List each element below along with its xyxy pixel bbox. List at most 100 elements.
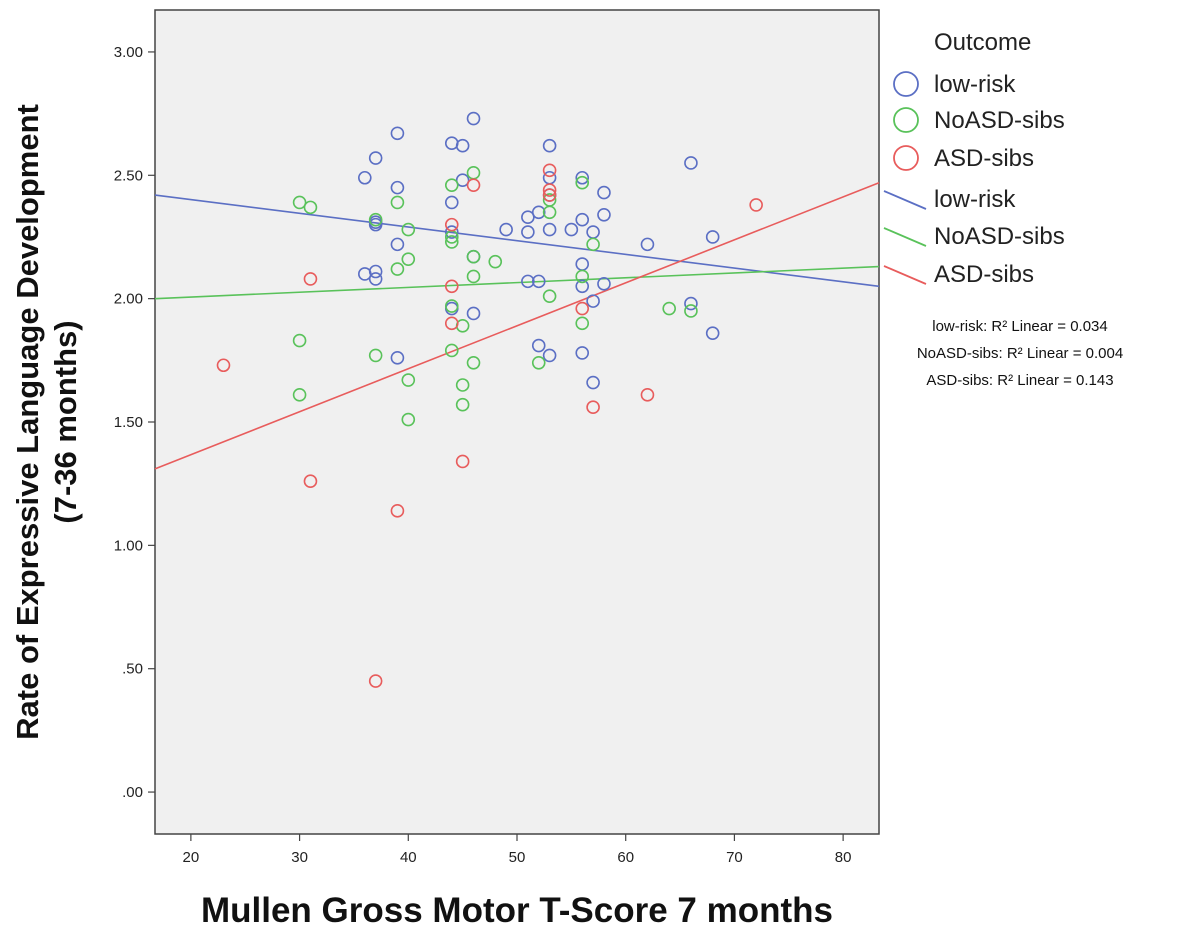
point-low-risk [358, 170, 372, 185]
point-low-risk [542, 222, 557, 237]
fit-line-low-risk [154, 194, 880, 288]
point-low-risk [390, 351, 405, 365]
point-low-risk [597, 185, 611, 200]
y-axis-title: Rate of Expressive Language Development … [10, 104, 83, 740]
point-low-risk [455, 173, 470, 188]
y-tick-label: 2.00 [114, 291, 143, 308]
y-tick-label: 1.00 [114, 537, 143, 554]
point-asd-sibs [542, 188, 557, 202]
point-noasd-sibs [586, 237, 600, 252]
point-asd-sibs [575, 301, 590, 316]
x-tick-label: 40 [400, 849, 417, 866]
point-low-risk [684, 296, 698, 311]
point-low-risk [390, 180, 405, 195]
legend-marker-label: ASD-sibs [934, 145, 1034, 172]
point-low-risk [705, 230, 720, 244]
point-noasd-sibs [292, 333, 307, 348]
point-noasd-sibs [390, 262, 405, 276]
point-low-risk [521, 225, 535, 239]
point-low-risk [390, 237, 405, 252]
y-tick-label: .00 [122, 784, 143, 801]
point-asd-sibs [466, 178, 481, 192]
y-tick-label: 2.50 [114, 167, 143, 184]
point-noasd-sibs [684, 304, 698, 318]
point-noasd-sibs [531, 355, 546, 370]
point-noasd-sibs [390, 195, 405, 210]
point-noasd-sibs [455, 378, 470, 392]
fit-line-asd-sibs [154, 181, 880, 470]
point-low-risk [542, 348, 557, 363]
point-noasd-sibs [542, 289, 557, 303]
y-axis: .00 .50 1.00 1.50 2.00 2.50 3.00 [114, 44, 155, 801]
point-low-risk [368, 151, 383, 165]
r2-label-low-risk: low-risk: R² Linear = 0.034 [932, 318, 1108, 335]
point-noasd-sibs [455, 397, 470, 412]
point-asd-sibs [390, 504, 405, 518]
point-low-risk [390, 126, 405, 141]
point-noasd-sibs [575, 175, 590, 190]
point-noasd-sibs [292, 388, 307, 402]
point-asd-sibs [303, 474, 318, 489]
point-noasd-sibs [401, 252, 416, 266]
legend-line-low-risk [883, 190, 927, 210]
fit-line-noasd-sibs [154, 265, 880, 300]
point-noasd-sibs [368, 348, 383, 363]
point-noasd-sibs [575, 316, 590, 331]
legend: Outcome low-risk NoASD-sibs ASD-sibs low-ri… [883, 29, 1065, 288]
point-asd-sibs [586, 400, 600, 414]
point-low-risk [466, 306, 481, 321]
point-asd-sibs [455, 454, 470, 469]
x-axis-title: Mullen Gross Motor T-Score 7 months [201, 891, 833, 930]
point-low-risk [575, 170, 590, 185]
r2-label-noasd-sibs: NoASD-sibs: R² Linear = 0.004 [917, 345, 1123, 362]
plot-area [154, 9, 880, 835]
point-asd-sibs [444, 217, 459, 232]
point-noasd-sibs [444, 299, 459, 313]
point-noasd-sibs [303, 200, 318, 215]
legend-marker-asd-sibs [893, 145, 919, 171]
point-noasd-sibs [368, 212, 383, 227]
point-low-risk [575, 279, 590, 294]
point-noasd-sibs [444, 235, 459, 249]
point-asd-sibs [542, 163, 557, 178]
legend-line-label: ASD-sibs [934, 261, 1034, 288]
point-asd-sibs [368, 674, 383, 688]
point-low-risk [521, 210, 535, 225]
point-noasd-sibs [575, 269, 590, 284]
point-asd-sibs [444, 279, 459, 294]
point-low-risk [499, 222, 513, 237]
x-tick-label: 60 [617, 849, 634, 866]
point-low-risk [531, 205, 546, 220]
point-noasd-sibs [444, 178, 459, 192]
point-noasd-sibs [401, 222, 416, 237]
x-tick-label: 20 [183, 849, 200, 866]
y-axis-title-line2: (7-36 months) [48, 320, 83, 523]
point-low-risk [564, 222, 579, 237]
point-low-risk [705, 326, 720, 340]
point-noasd-sibs [292, 195, 307, 210]
r2-label-asd-sibs: ASD-sibs: R² Linear = 0.143 [926, 372, 1113, 389]
fit-lines [154, 181, 880, 470]
r2-annotations: low-risk: R² Linear = 0.034 NoASD-sibs: R… [917, 318, 1123, 389]
point-low-risk [597, 207, 611, 222]
point-low-risk [531, 338, 546, 353]
y-tick-label: 3.00 [114, 44, 143, 61]
point-low-risk [586, 375, 600, 390]
point-noasd-sibs [466, 269, 481, 284]
legend-marker-label: low-risk [934, 71, 1016, 98]
point-low-risk [521, 274, 535, 289]
point-noasd-sibs [542, 205, 557, 220]
point-noasd-sibs [401, 412, 416, 427]
legend-line-noasd-sibs [883, 227, 927, 247]
point-noasd-sibs [466, 249, 481, 264]
x-tick-label: 70 [726, 849, 743, 866]
point-noasd-sibs [488, 254, 503, 269]
point-noasd-sibs [466, 355, 481, 370]
x-axis: 20 30 40 50 60 70 80 [183, 834, 851, 866]
legend-marker-noasd-sibs [893, 107, 919, 133]
legend-marker-low-risk [893, 71, 919, 97]
point-noasd-sibs [401, 373, 416, 387]
point-low-risk [368, 272, 383, 286]
y-tick-label: 1.50 [114, 414, 143, 431]
